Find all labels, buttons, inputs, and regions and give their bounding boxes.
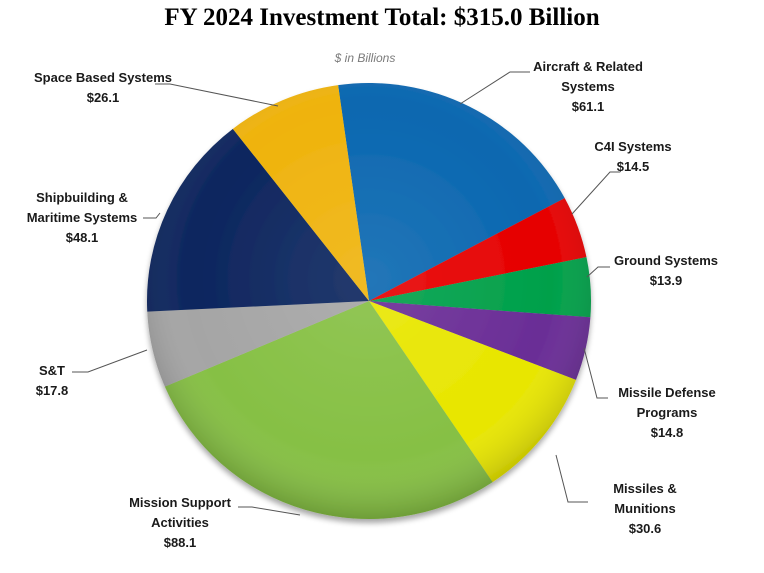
label-ship-line2: Maritime Systems: [26, 210, 138, 225]
label-ground-line1: Ground Systems: [613, 253, 719, 268]
label-missiles-munitions: Missiles & Munitions $30.6: [590, 479, 700, 539]
label-ship-line1: Shipbuilding &: [36, 190, 128, 205]
label-ground-value: $13.9: [649, 273, 683, 288]
leader-line-ground: [586, 266, 610, 278]
label-missile-defense-value: $14.8: [650, 425, 684, 440]
chart-subtitle: $ in Billions: [334, 51, 396, 65]
leader-line-aircraft: [459, 71, 530, 105]
label-aircraft: Aircraft & Related Systems $61.1: [523, 57, 653, 117]
label-c4i: C4I Systems $14.5: [588, 137, 678, 177]
label-st-value: $17.8: [35, 383, 69, 398]
label-mission-value: $88.1: [163, 535, 197, 550]
label-aircraft-line2: Systems: [561, 79, 615, 94]
label-ship-value: $48.1: [65, 230, 99, 245]
label-mission-line1: Mission Support: [129, 495, 231, 510]
label-missiles-line1: Missiles &: [613, 481, 677, 496]
label-space-value: $26.1: [86, 90, 120, 105]
label-space: Space Based Systems $26.1: [28, 68, 178, 108]
label-shipbuilding: Shipbuilding & Maritime Systems $48.1: [16, 188, 148, 248]
label-space-line1: Space Based Systems: [33, 70, 173, 85]
label-aircraft-line1: Aircraft & Related: [533, 59, 643, 74]
leader-line-st: [72, 349, 148, 373]
label-ground: Ground Systems $13.9: [606, 251, 726, 291]
label-missiles-line2: Munitions: [614, 501, 676, 516]
pie-shading: [147, 83, 591, 519]
label-c4i-value: $14.5: [616, 159, 650, 174]
leader-line-c4i: [571, 171, 620, 215]
label-missiles-value: $30.6: [628, 521, 662, 536]
leader-line-mission-support: [238, 506, 301, 516]
label-c4i-line1: C4I Systems: [594, 139, 672, 154]
label-mission-line2: Activities: [151, 515, 209, 530]
label-mission-support: Mission Support Activities $88.1: [118, 493, 242, 553]
leader-line-shipbuilding: [143, 212, 161, 219]
label-st-line1: S&T: [39, 363, 65, 378]
label-aircraft-value: $61.1: [571, 99, 605, 114]
label-st: S&T $17.8: [30, 361, 74, 401]
leader-line-missile-defense: [583, 347, 608, 399]
leader-line-space: [155, 83, 279, 107]
chart-title: FY 2024 Investment Total: $315.0 Billion: [164, 4, 600, 31]
label-missile-defense: Missile Defense Programs $14.8: [606, 383, 728, 443]
label-missile-defense-line1: Missile Defense: [618, 385, 716, 400]
label-missile-defense-line2: Programs: [636, 405, 698, 420]
leader-line-missiles-munitions: [555, 454, 588, 503]
